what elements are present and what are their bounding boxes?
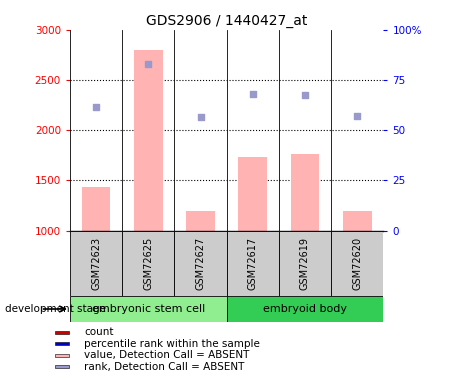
Text: GSM72617: GSM72617 bbox=[248, 237, 258, 290]
Bar bbox=[186, 211, 215, 231]
Text: development stage: development stage bbox=[5, 304, 106, 314]
Bar bbox=[279, 231, 331, 296]
Text: rank, Detection Call = ABSENT: rank, Detection Call = ABSENT bbox=[84, 362, 244, 372]
Bar bbox=[82, 188, 110, 231]
Bar bbox=[122, 231, 175, 296]
Text: percentile rank within the sample: percentile rank within the sample bbox=[84, 339, 260, 349]
Bar bbox=[290, 154, 319, 231]
Title: GDS2906 / 1440427_at: GDS2906 / 1440427_at bbox=[146, 13, 307, 28]
Bar bbox=[226, 296, 383, 322]
Bar bbox=[55, 331, 69, 334]
Bar bbox=[331, 231, 383, 296]
Bar bbox=[70, 231, 122, 296]
Text: GSM72623: GSM72623 bbox=[91, 237, 101, 290]
Bar bbox=[343, 211, 372, 231]
Text: embryoid body: embryoid body bbox=[263, 304, 347, 314]
Text: GSM72625: GSM72625 bbox=[143, 237, 153, 290]
Bar bbox=[70, 296, 226, 322]
Point bbox=[145, 61, 152, 67]
Text: value, Detection Call = ABSENT: value, Detection Call = ABSENT bbox=[84, 350, 249, 360]
Bar bbox=[134, 50, 163, 231]
Bar bbox=[55, 342, 69, 345]
Point bbox=[249, 91, 256, 97]
Bar bbox=[239, 158, 267, 231]
Text: GSM72627: GSM72627 bbox=[195, 237, 206, 290]
Text: count: count bbox=[84, 327, 113, 338]
Text: GSM72619: GSM72619 bbox=[300, 237, 310, 290]
Bar bbox=[55, 354, 69, 357]
Text: GSM72620: GSM72620 bbox=[352, 237, 362, 290]
Point bbox=[354, 113, 361, 119]
Point bbox=[197, 114, 204, 120]
Text: embryonic stem cell: embryonic stem cell bbox=[92, 304, 205, 314]
Bar bbox=[175, 231, 226, 296]
Point bbox=[92, 104, 100, 110]
Point bbox=[301, 92, 308, 98]
Bar bbox=[226, 231, 279, 296]
Bar bbox=[55, 365, 69, 368]
